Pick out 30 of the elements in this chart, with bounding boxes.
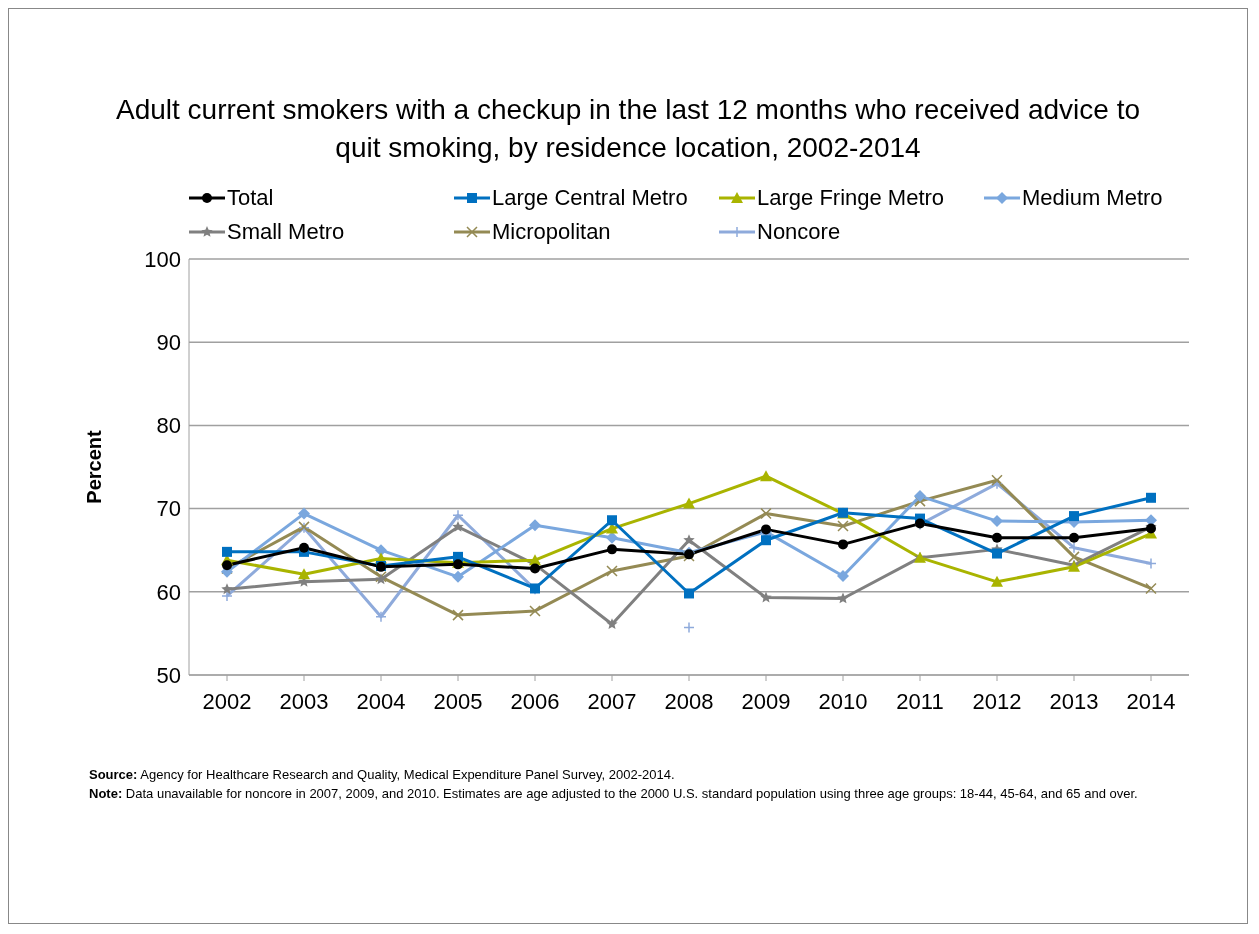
- x-tick-label: 2007: [587, 688, 637, 714]
- legend-label: Micropolitan: [492, 219, 611, 245]
- legend-label: Large Fringe Metro: [757, 185, 945, 211]
- x-tick-label: 2008: [664, 688, 714, 714]
- y-tick-label: 90: [156, 330, 181, 356]
- x-tick-label: 2012: [972, 688, 1022, 714]
- x-tick-label: 2013: [1049, 688, 1099, 714]
- x-tick-label: 2011: [896, 688, 944, 714]
- x-tick-label: 2009: [741, 688, 791, 714]
- y-tick-label: 60: [156, 579, 181, 605]
- source-note: Source: Agency for Healthcare Research and Quality, Medical Expenditure Panel Survey, 2002-2014.: [89, 767, 675, 782]
- legend-label: Large Central Metro: [492, 185, 688, 211]
- y-tick-label: 50: [156, 662, 181, 688]
- x-tick-label: 2014: [1126, 688, 1176, 714]
- x-tick-label: 2002: [202, 688, 252, 714]
- legend-label: Small Metro: [227, 219, 345, 245]
- x-tick-label: 2004: [356, 688, 406, 714]
- legend-label: Medium Metro: [1022, 185, 1163, 211]
- x-tick-label: 2006: [510, 688, 560, 714]
- x-tick-label: 2005: [433, 688, 483, 714]
- text: Note: Data unavailable for noncore in 2007, 2009, and 2010. Estimates are age adjusted to the 2000 U.S. standard population using three age groups: 18-44, 45-64, and 65 and over.: [89, 786, 1138, 801]
- x-tick-label: 2010: [818, 688, 868, 714]
- y-tick-label: 100: [144, 246, 181, 272]
- y-axis-title: Percent: [83, 429, 106, 504]
- x-tick-label: 2003: [279, 688, 329, 714]
- legend-label: Total: [227, 185, 274, 211]
- y-tick-label: 80: [156, 413, 181, 439]
- chart-title: Adult current smokers with a checkup in the last 12 months who received advice to quit smoking, by residence location, 2002-2014: [114, 93, 1142, 165]
- y-tick-label: 70: [156, 496, 181, 522]
- legend-label: Noncore: [757, 219, 841, 245]
